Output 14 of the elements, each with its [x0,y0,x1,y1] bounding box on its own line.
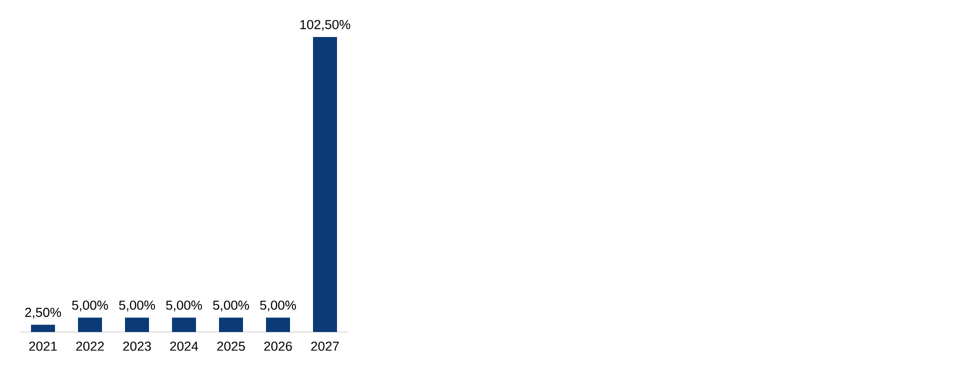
data-label: 102,50% [300,20,350,31]
x-tick-label: 2024 [170,342,198,351]
data-label: 5,00% [213,300,249,312]
x-tick-label: 2023 [123,342,151,351]
data-label: 5,00% [72,300,108,312]
x-tick-label: 2025 [217,342,245,351]
x-tick-label: 2026 [264,342,292,351]
data-label: 5,00% [119,300,155,312]
data-label: 5,00% [166,300,202,312]
x-tick-label: 2027 [311,342,339,351]
x-tick-label: 2022 [76,342,104,351]
x-tick-label: 2021 [29,342,57,351]
data-label: 5,00% [260,300,296,312]
data-label: 2,50% [25,308,61,319]
